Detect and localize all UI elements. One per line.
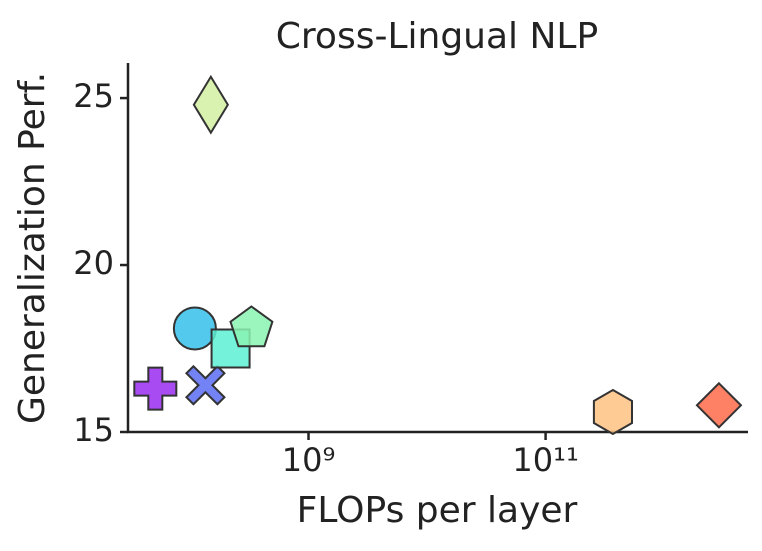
y-tick-label: 20 [73, 244, 114, 282]
x-tick-label: 10⁹ [282, 441, 336, 479]
chart-title: Cross-Lingual NLP [276, 16, 598, 57]
x-axis-label: FLOPs per layer [297, 490, 578, 531]
point [172, 306, 217, 351]
point [192, 74, 230, 135]
y-tick-label: 25 [73, 77, 114, 115]
x-tick-label: 10¹¹ [512, 441, 578, 479]
point [592, 388, 633, 436]
point [695, 381, 743, 429]
point [185, 364, 226, 406]
y-tick-label: 15 [73, 411, 114, 449]
y-axis-label: Generalization Perf. [12, 72, 53, 424]
point [133, 366, 178, 411]
point [229, 305, 274, 348]
